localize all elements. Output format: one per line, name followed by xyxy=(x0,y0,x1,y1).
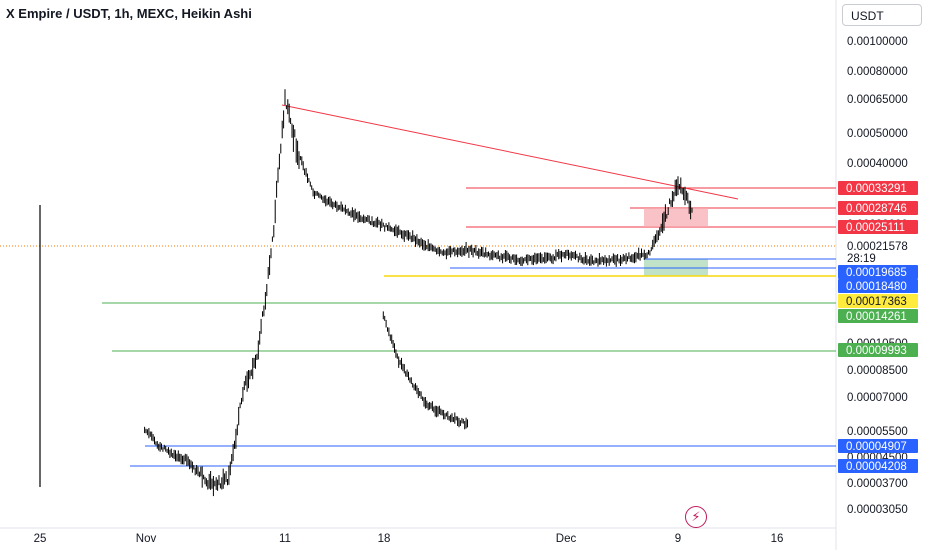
price-labels: 0.00033291 0.00028746 0.00025111 0.00019685… xyxy=(838,181,918,473)
price-label-red[interactable]: 0.00033291 xyxy=(838,181,918,195)
price-label-text: 0.00018480 xyxy=(846,281,907,293)
y-tick-label: 0.00050000 xyxy=(847,128,908,140)
trendline[interactable] xyxy=(281,104,739,200)
x-tick-label: Dec xyxy=(556,533,577,545)
price-label-bg xyxy=(838,459,918,473)
y-tick-label: 0.00065000 xyxy=(847,94,908,106)
price-label-text: 0.00025111 xyxy=(846,222,905,234)
x-tick-label: 11 xyxy=(279,533,291,545)
price-label-bg xyxy=(838,265,918,279)
price-label-green[interactable]: 0.00014261 xyxy=(838,309,918,323)
price-label-bg xyxy=(838,279,918,293)
price-label-red[interactable]: 0.00028746 xyxy=(838,201,918,215)
candles xyxy=(39,89,693,497)
y-tick-label: 0.00080000 xyxy=(847,66,908,78)
price-label-red[interactable]: 0.00025111 xyxy=(838,220,918,234)
price-label-bg xyxy=(838,201,918,215)
x-tick-label: Nov xyxy=(136,533,157,545)
currency-selector[interactable]: USDT xyxy=(842,4,922,26)
price-label-bg xyxy=(838,439,918,453)
y-tick-label: 0.00100000 xyxy=(847,36,908,48)
price-label-text: 0.00004208 xyxy=(846,461,907,473)
price-label-text: 0.00019685 xyxy=(846,267,907,279)
price-label-bg xyxy=(838,343,918,357)
y-tick-label: 0.00008500 xyxy=(847,365,908,377)
y-tick-label: 0.00005500 xyxy=(847,426,908,438)
price-label-text: 0.00009993 xyxy=(846,345,907,357)
y-tick-label: 0.00003700 xyxy=(847,478,908,490)
x-tick-label: 25 xyxy=(34,533,47,545)
price-label-bg xyxy=(838,309,918,323)
price-label-blue[interactable]: 0.00004907 xyxy=(838,439,918,453)
x-tick-label: 18 xyxy=(378,533,391,545)
x-axis-ticks: 25 Nov 11 18 Dec 9 16 xyxy=(34,533,784,545)
price-label-text: 0.00004907 xyxy=(846,441,907,453)
y-tick-label: 0.00007000 xyxy=(847,392,908,404)
chart-title: X Empire / USDT, 1h, MEXC, Heikin Ashi xyxy=(6,6,252,21)
price-label-blue[interactable]: 0.00019685 xyxy=(838,265,918,279)
price-label-bg xyxy=(838,181,918,195)
price-label-green[interactable]: 0.00009993 xyxy=(838,343,918,357)
resistance-zone[interactable] xyxy=(644,208,708,227)
price-label-bg xyxy=(838,220,918,234)
x-tick-label: 9 xyxy=(675,533,681,545)
y-tick-label: 0.00040000 xyxy=(847,158,908,170)
price-label-bg xyxy=(838,294,918,308)
y-tick-label: 0.00021578 xyxy=(847,241,908,253)
x-tick-label: 16 xyxy=(771,533,784,545)
flash-icon[interactable]: ⚡ xyxy=(685,506,707,528)
price-label-text: 0.00028746 xyxy=(846,203,907,215)
price-label-text: 0.00033291 xyxy=(846,183,907,195)
countdown-label: 28:19 xyxy=(847,253,876,265)
price-label-text: 0.00014261 xyxy=(846,311,907,323)
price-label-text: 0.00017363 xyxy=(846,296,907,308)
price-label-blue[interactable]: 0.00018480 xyxy=(838,279,918,293)
y-tick-label: 0.00003050 xyxy=(847,504,908,516)
price-label-yellow[interactable]: 0.00017363 xyxy=(838,294,918,308)
price-label-blue[interactable]: 0.00004208 xyxy=(838,459,918,473)
